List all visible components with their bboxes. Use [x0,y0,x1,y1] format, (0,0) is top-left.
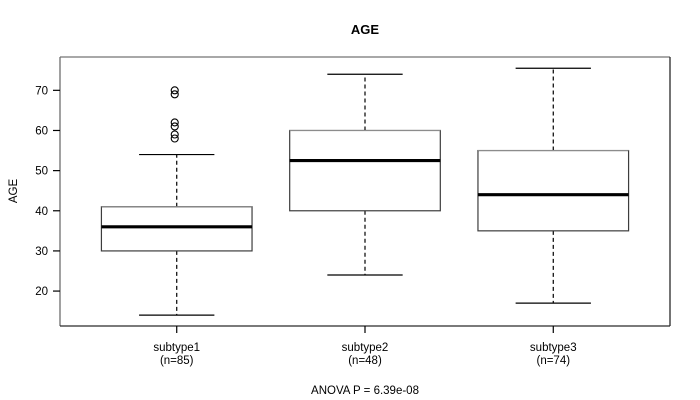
category-sublabel-subtype3: (n=74) [536,355,570,367]
outlier-point-subtype1 [170,130,179,139]
category-sublabel-subtype1: (n=85) [160,355,194,367]
y-tick-label: 20 [35,286,48,298]
anova-annotation: ANOVA P = 6.39e-08 [311,385,419,397]
outlier-point-subtype1 [170,122,179,131]
outlier-point-subtype1 [170,118,179,127]
category-label-subtype1: subtype1 [153,342,200,354]
iqr-box-subtype1 [100,206,253,252]
outlier-point-subtype1 [170,86,179,95]
y-tick-label: 40 [35,206,48,218]
category-label-subtype2: subtype2 [342,342,389,354]
outlier-point-subtype1 [170,90,179,99]
y-tick-label: 30 [35,246,48,258]
y-tick-label: 60 [35,125,48,137]
category-label-subtype3: subtype3 [530,342,577,354]
y-axis-label: AGE [8,179,20,204]
y-tick-label: 70 [35,85,48,97]
outlier-point-subtype1 [170,134,179,143]
y-tick-label: 50 [35,166,48,178]
chart-title: AGE [351,22,380,37]
iqr-box-subtype3 [477,149,630,232]
category-sublabel-subtype2: (n=48) [348,355,382,367]
iqr-box-subtype2 [289,129,441,212]
plot-marks: 20 30 40 50 60 70 subtype1(n=85) subtype2(n=48)… [35,56,671,367]
